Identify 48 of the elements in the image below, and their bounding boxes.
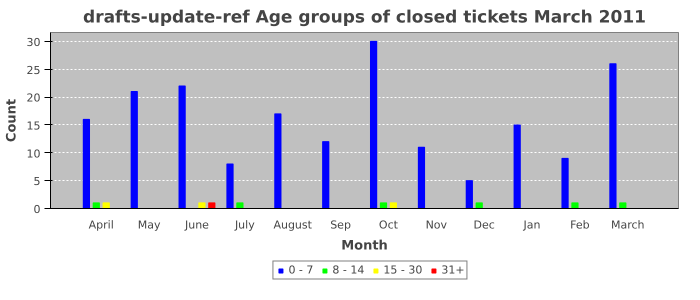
bar	[418, 146, 426, 208]
x-tick-label: Oct	[378, 218, 399, 232]
bar	[322, 141, 330, 208]
legend-label: 31+	[441, 264, 465, 276]
x-axis-title: Month	[341, 238, 388, 254]
x-tick-label: April	[88, 218, 114, 232]
legend-label: 8 - 14	[332, 264, 364, 276]
x-tick-label: Jan	[522, 218, 541, 232]
y-tick-label: 0	[34, 203, 40, 216]
bar	[609, 63, 617, 208]
bar	[390, 202, 397, 208]
bar	[92, 202, 100, 208]
x-tick-label: August	[273, 218, 313, 232]
x-tick-label: Dec	[474, 218, 495, 232]
bar	[514, 124, 521, 208]
bar	[571, 202, 579, 208]
bar	[561, 158, 569, 208]
bar	[82, 118, 90, 208]
legend-label: 0 - 7	[288, 264, 314, 276]
bar	[226, 163, 234, 208]
bar	[619, 202, 626, 208]
bar	[274, 113, 282, 208]
bar	[130, 91, 138, 208]
chart-title: drafts-update-ref Age groups of closed tickets March 2011	[83, 8, 646, 28]
bar	[102, 202, 110, 208]
bar	[380, 202, 388, 208]
x-tick-label: Sep	[330, 218, 351, 232]
x-tick-label: June	[184, 218, 210, 232]
x-tick-label: March	[610, 218, 645, 232]
bar	[208, 202, 216, 208]
y-tick-label: 25	[26, 64, 41, 77]
y-axis-title: Count	[4, 98, 20, 142]
x-tick-label: Feb	[570, 218, 590, 232]
x-tick-label: Nov	[426, 218, 448, 232]
bar	[476, 202, 483, 208]
y-tick-label: 15	[26, 119, 41, 132]
y-tick-label: 30	[26, 36, 41, 49]
x-tick-label: July	[234, 218, 256, 232]
bar	[236, 202, 244, 208]
y-tick-label: 5	[34, 175, 40, 188]
y-tick-label: 10	[26, 147, 41, 160]
y-tick-label: 20	[26, 92, 41, 105]
legend-label: 15 - 30	[383, 264, 422, 276]
bar	[370, 40, 378, 208]
x-tick-label: May	[138, 218, 161, 232]
bar	[198, 202, 206, 208]
bar	[466, 180, 473, 208]
bar	[178, 85, 186, 208]
